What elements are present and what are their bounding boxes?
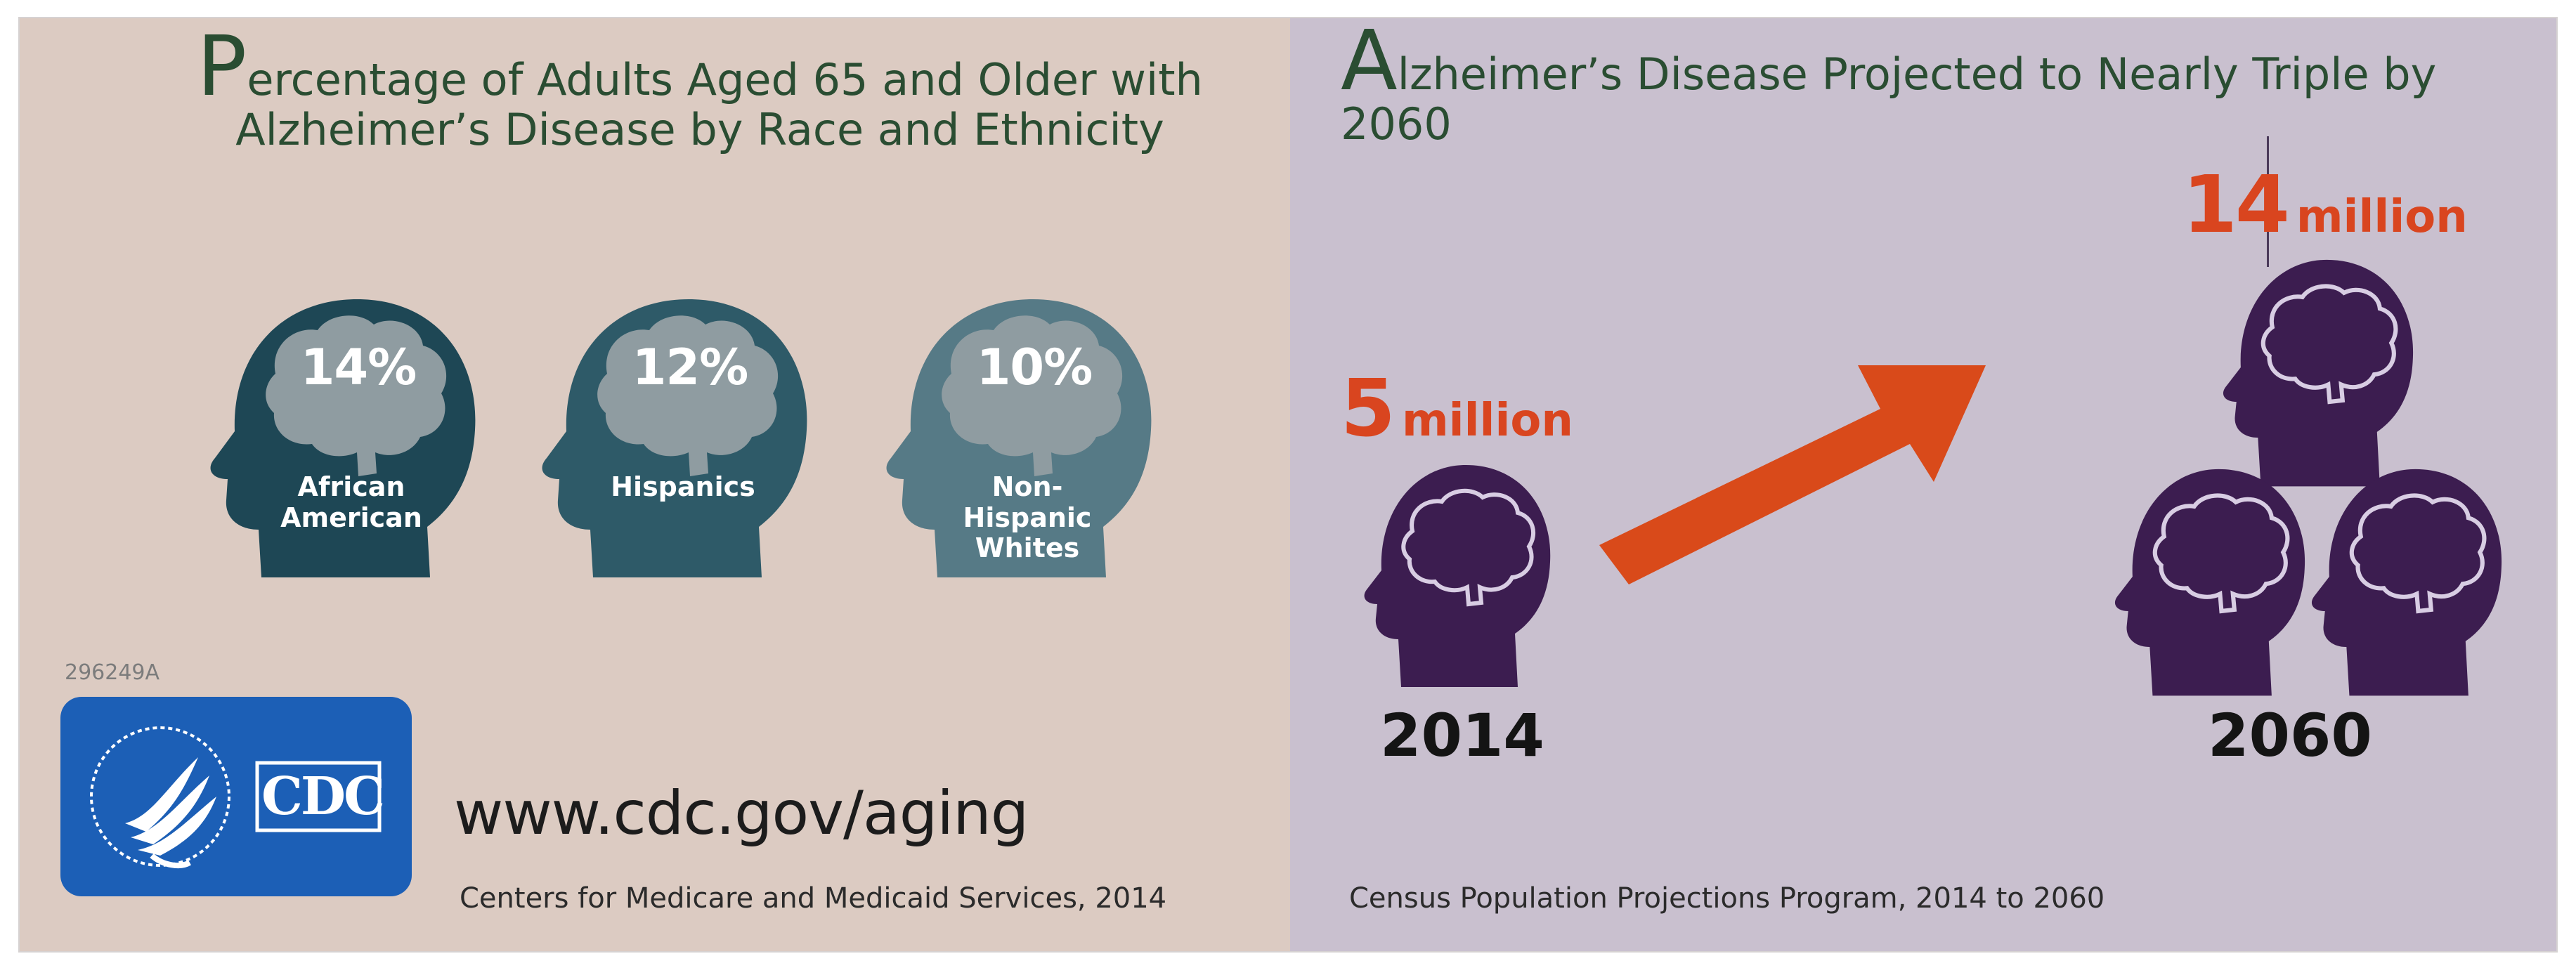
head-brain-icon — [2114, 469, 2305, 696]
title-initial: P — [197, 18, 247, 114]
projection-panel: Alzheimer’s Disease Projected to Nearly … — [1290, 18, 2556, 951]
value-2014: 5 million — [1341, 369, 1573, 448]
callout-line — [2267, 136, 2269, 267]
head-2060-right — [2299, 458, 2507, 697]
percent-value: 10% — [976, 339, 1093, 396]
projection-panel-title: Alzheimer’s Disease Projected to Nearly … — [1341, 19, 2535, 150]
value-2060-number: 14 — [2183, 159, 2290, 251]
group-hispanics: 12% Hispanics — [523, 268, 818, 606]
head-brain-icon — [210, 299, 476, 577]
year-2014-label: 2014 — [1380, 701, 1544, 770]
group-non-hispanic-whites: 10% Non-Hispanic Whites — [867, 268, 1162, 606]
value-2060: 14 million — [2183, 166, 2468, 244]
source-note: Census Population Projections Program, 2… — [1349, 882, 2105, 915]
website-link[interactable]: www.cdc.gov/aging — [454, 778, 1029, 849]
percent-value: 12% — [632, 339, 749, 396]
title-line2: Alzheimer’s Disease by Race and Ethnicit… — [235, 104, 1164, 156]
increase-arrow-icon — [1599, 365, 1986, 584]
source-note: Centers for Medicare and Medicaid Servic… — [460, 882, 1167, 915]
head-2014 — [1352, 455, 1556, 687]
infographic-frame — [18, 17, 2558, 953]
group-african-american: 14% African American — [191, 268, 486, 606]
group-label: Hispanics — [611, 471, 755, 502]
head-brain-icon — [542, 299, 807, 577]
cdc-wordmark: CDC — [261, 766, 385, 827]
year-2060-label: 2060 — [2208, 701, 2372, 770]
race-panel-title: Percentage of Adults Aged 65 and Older w… — [173, 25, 1227, 156]
head-brain-icon — [2311, 469, 2502, 696]
value-2060-unit: million — [2296, 191, 2468, 243]
percent-value: 14% — [300, 339, 417, 396]
hhs-eagle-icon — [90, 726, 382, 869]
race-ethnicity-panel: Percentage of Adults Aged 65 and Older w… — [20, 18, 1290, 951]
brain-shape — [942, 315, 1123, 476]
group-label: Non-Hispanic Whites — [963, 471, 1092, 564]
hhs-cdc-logo[interactable]: CDC — [60, 697, 412, 896]
title-initial: A — [1341, 12, 1398, 109]
document-code: 296249A — [65, 660, 160, 685]
head-2060-left — [2102, 458, 2310, 697]
title-line1: ercentage of Adults Aged 65 and Older wi… — [247, 54, 1203, 105]
brain-shape — [266, 315, 447, 476]
head-2060-top — [2211, 249, 2419, 488]
title-text: lzheimer’s Disease Projected to Nearly T… — [1341, 48, 2437, 150]
brain-shape — [597, 315, 779, 476]
head-brain-icon — [886, 299, 1152, 577]
head-brain-icon — [2223, 259, 2414, 487]
group-label: African American — [280, 471, 422, 533]
value-2014-unit: million — [1401, 395, 1573, 447]
value-2014-number: 5 — [1341, 363, 1396, 454]
head-brain-icon — [1364, 465, 1551, 687]
